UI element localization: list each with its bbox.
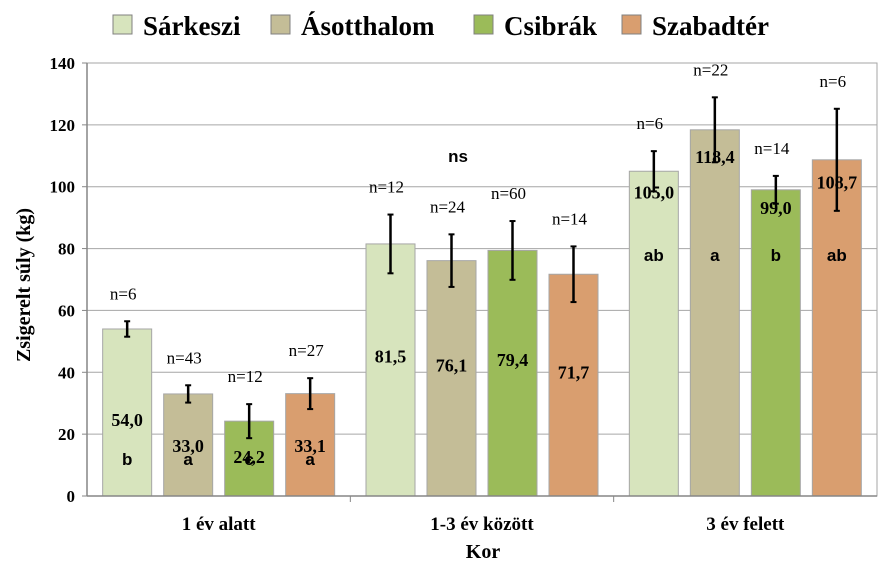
y-tick-label: 0 xyxy=(67,487,76,506)
data-label: 76,1 xyxy=(436,355,468,375)
sample-size-label: n=22 xyxy=(693,60,728,79)
sample-size-label: n=6 xyxy=(820,72,847,91)
bar xyxy=(365,243,416,497)
bar xyxy=(750,189,801,497)
significance-letter: b xyxy=(771,246,781,265)
data-label: 33,1 xyxy=(294,436,326,456)
legend-label: Szabadtér xyxy=(652,11,769,41)
y-tick-label: 120 xyxy=(50,116,76,135)
bar xyxy=(487,249,538,497)
significance-letter: ab xyxy=(644,246,664,265)
bar xyxy=(426,260,477,497)
bar xyxy=(548,273,599,497)
legend-label: Csibrák xyxy=(504,11,597,41)
significance-letter: c xyxy=(244,450,253,469)
bar xyxy=(689,129,740,497)
data-label: 54,0 xyxy=(111,410,143,430)
data-label: 118,4 xyxy=(695,147,735,167)
y-tick-label: 100 xyxy=(50,178,76,197)
data-label: 33,0 xyxy=(172,436,204,456)
significance-letter: ab xyxy=(827,246,847,265)
x-tick-label: 1-3 év között xyxy=(430,514,534,535)
data-label: 79,4 xyxy=(497,350,529,370)
data-label: 108,7 xyxy=(817,173,858,193)
bars: n=654,0bn=4333,0an=1224,2cn=2733,1an=128… xyxy=(102,60,862,497)
legend-swatch xyxy=(270,14,291,35)
sample-size-label: n=12 xyxy=(369,178,404,197)
significance-letter: a xyxy=(305,450,315,469)
legend-label: Ásotthalom xyxy=(301,11,435,41)
y-axis-title: Zsigerelt súly (kg) xyxy=(13,208,35,362)
y-tick-label: 80 xyxy=(58,240,75,259)
y-tick-label: 20 xyxy=(58,425,75,444)
data-label: 105,0 xyxy=(634,182,675,202)
x-tick-label: 3 év felett xyxy=(706,514,785,535)
y-tick-label: 60 xyxy=(58,301,75,320)
legend-swatch xyxy=(112,14,133,35)
data-label: 99,0 xyxy=(760,198,792,218)
sample-size-label: n=12 xyxy=(228,367,263,386)
significance-letter: b xyxy=(122,450,132,469)
sample-size-label: n=24 xyxy=(430,197,466,216)
sample-size-label: n=6 xyxy=(637,114,664,133)
legend-swatch xyxy=(621,14,642,35)
sample-size-label: n=6 xyxy=(110,284,137,303)
bar xyxy=(102,328,153,497)
legend: Sárkeszi Ásotthalom Csibrák Szabadtér xyxy=(112,11,769,41)
x-tick-label: 1 év alatt xyxy=(182,514,257,535)
legend-label: Sárkeszi xyxy=(143,11,241,41)
sample-size-label: n=14 xyxy=(754,139,790,158)
sample-size-label: n=43 xyxy=(167,348,202,367)
data-label: 24,2 xyxy=(233,447,265,467)
data-label: 71,7 xyxy=(558,362,590,382)
significance-letter: a xyxy=(710,246,720,265)
annotation-label: ns xyxy=(448,147,468,166)
y-tick-label: 40 xyxy=(58,363,75,382)
bar xyxy=(811,159,862,497)
sample-size-label: n=14 xyxy=(552,209,588,228)
y-tick-label: 140 xyxy=(50,54,76,73)
sample-size-label: n=60 xyxy=(491,184,526,203)
x-axis-title: Kor xyxy=(466,541,501,563)
axes: 0 20 40 60 80 100 120 140 1 év alatt 1-3 év közöt… xyxy=(50,54,877,535)
significance-letter: a xyxy=(183,450,193,469)
sample-size-label: n=27 xyxy=(289,341,325,360)
data-label: 81,5 xyxy=(375,346,407,366)
bar xyxy=(628,170,679,497)
legend-swatch xyxy=(473,14,494,35)
